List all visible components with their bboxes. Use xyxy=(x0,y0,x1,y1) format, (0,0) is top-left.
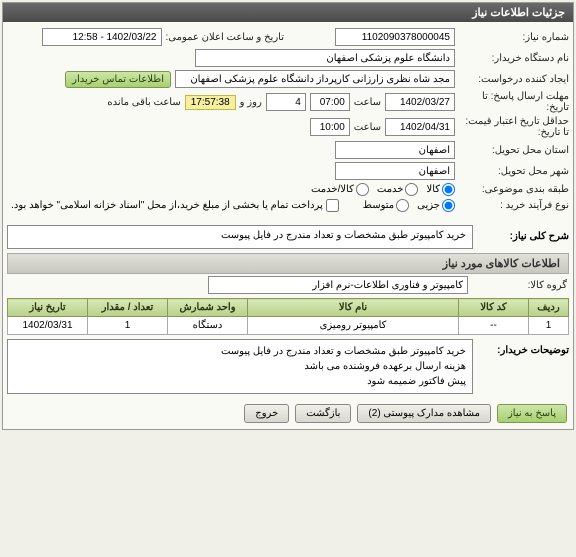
buyer-desc-label: توضیحات خریدار: xyxy=(479,339,569,356)
form-body: شماره نیاز: 1102090378000045 تاریخ و ساع… xyxy=(3,22,573,221)
attachments-button[interactable]: مشاهده مدارک پیوستی (2) xyxy=(357,404,491,423)
back-button[interactable]: بازگشت xyxy=(295,404,351,423)
goods-table: ردیف کد کالا نام کالا واحد شمارش تعداد /… xyxy=(7,298,569,335)
footer-buttons: پاسخ به نیاز مشاهده مدارک پیوستی (2) باز… xyxy=(3,398,573,429)
th-date: تاریخ نیاز xyxy=(8,299,88,317)
th-unit: واحد شمارش xyxy=(168,299,248,317)
buy-medium-input[interactable] xyxy=(396,199,409,212)
cat-both-radio[interactable]: کالا/خدمت xyxy=(311,183,369,196)
group-value: کامپیوتر و فناوری اطلاعات-نرم افزار xyxy=(208,276,468,294)
buyer-desc-line-1: خرید کامپیوتر طبق مشخصات و تعداد مندرج د… xyxy=(14,344,466,359)
cat-goods-radio[interactable]: کالا xyxy=(426,183,455,196)
th-row: ردیف xyxy=(529,299,569,317)
cell-name: کامپیوتر رومیزی xyxy=(248,317,459,335)
goods-section-header: اطلاعات کالاهای مورد نیاز xyxy=(7,253,569,274)
validity-date: 1402/04/31 xyxy=(385,118,455,136)
buyer-value: دانشگاه علوم پزشکی اصفهان xyxy=(195,49,455,67)
payment-note: پرداخت تمام یا بخشی از مبلغ خرید،از محل … xyxy=(11,200,323,211)
category-radio-group: کالا خدمت کالا/خدمت xyxy=(311,183,455,196)
cat-goods-input[interactable] xyxy=(442,183,455,196)
buy-medium-radio[interactable]: متوسط xyxy=(363,199,409,212)
contact-buyer-button[interactable]: اطلاعات تماس خریدار xyxy=(65,71,171,88)
buyer-desc-line-2: هزینه ارسال برعهده فروشنده می باشد xyxy=(14,359,466,374)
cell-row: 1 xyxy=(529,317,569,335)
deadline-time: 07:00 xyxy=(310,93,350,111)
cat-service-input[interactable] xyxy=(405,183,418,196)
th-qty: تعداد / مقدار xyxy=(88,299,168,317)
group-label: گروه کالا: xyxy=(472,280,567,291)
city-label: شهر محل تحویل: xyxy=(459,166,569,177)
cell-date: 1402/03/31 xyxy=(8,317,88,335)
need-no-value: 1102090378000045 xyxy=(335,28,455,46)
validity-label: حداقل تاریخ اعتبار قیمت: تا تاریخ: xyxy=(459,116,569,138)
time-label-1: ساعت xyxy=(354,97,381,108)
category-label: طبقه بندی موضوعی: xyxy=(459,184,569,195)
need-details-panel: جزئیات اطلاعات نیاز شماره نیاز: 11020903… xyxy=(2,2,574,430)
province-value: اصفهان xyxy=(335,141,455,159)
remaining-label: ساعت باقی مانده xyxy=(107,97,180,108)
time-remaining: 17:57:38 xyxy=(185,95,236,110)
buyer-desc-content: خرید کامپیوتر طبق مشخصات و تعداد مندرج د… xyxy=(7,339,473,394)
buy-partial-input[interactable] xyxy=(442,199,455,212)
announce-label: تاریخ و ساعت اعلان عمومی: xyxy=(166,32,285,43)
day-label: روز و xyxy=(240,97,262,108)
cell-qty: 1 xyxy=(88,317,168,335)
respond-button[interactable]: پاسخ به نیاز xyxy=(497,404,567,423)
city-value: اصفهان xyxy=(335,162,455,180)
buyer-label: نام دستگاه خریدار: xyxy=(459,53,569,64)
table-row[interactable]: 1 -- کامپیوتر رومیزی دستگاه 1 1402/03/31 xyxy=(8,317,569,335)
summary-value: خرید کامپیوتر طبق مشخصات و تعداد مندرج د… xyxy=(7,225,473,249)
th-code: کد کالا xyxy=(459,299,529,317)
th-name: نام کالا xyxy=(248,299,459,317)
cell-unit: دستگاه xyxy=(168,317,248,335)
province-label: استان محل تحویل: xyxy=(459,145,569,156)
cat-service-radio[interactable]: خدمت xyxy=(377,183,419,196)
time-label-2: ساعت xyxy=(354,122,381,133)
validity-time: 10:00 xyxy=(310,118,350,136)
cell-code: -- xyxy=(459,317,529,335)
summary-label: شرح کلی نیاز: xyxy=(479,225,569,242)
panel-title: جزئیات اطلاعات نیاز xyxy=(3,3,573,22)
days-remaining: 4 xyxy=(266,93,306,111)
buy-partial-radio[interactable]: جزیی xyxy=(417,199,455,212)
requester-value: مجد شاه نظری زارزانی کارپرداز دانشگاه عل… xyxy=(175,70,455,88)
buyer-desc-line-3: پیش فاکتور ضمیمه شود xyxy=(14,374,466,389)
requester-label: ایجاد کننده درخواست: xyxy=(459,74,569,85)
buy-type-group: جزیی متوسط xyxy=(363,199,455,212)
goods-table-wrap: ردیف کد کالا نام کالا واحد شمارش تعداد /… xyxy=(7,298,569,335)
payment-checkbox-input[interactable] xyxy=(326,199,339,212)
deadline-label: مهلت ارسال پاسخ: تا تاریخ: xyxy=(459,91,569,113)
deadline-date: 1402/03/27 xyxy=(385,93,455,111)
buy-type-label: نوع فرآیند خرید : xyxy=(459,200,569,211)
table-header-row: ردیف کد کالا نام کالا واحد شمارش تعداد /… xyxy=(8,299,569,317)
exit-button[interactable]: خروج xyxy=(244,404,289,423)
announce-value: 1402/03/22 - 12:58 xyxy=(42,28,162,46)
cat-both-input[interactable] xyxy=(356,183,369,196)
payment-checkbox[interactable]: پرداخت تمام یا بخشی از مبلغ خرید،از محل … xyxy=(11,199,339,212)
need-no-label: شماره نیاز: xyxy=(459,32,569,43)
